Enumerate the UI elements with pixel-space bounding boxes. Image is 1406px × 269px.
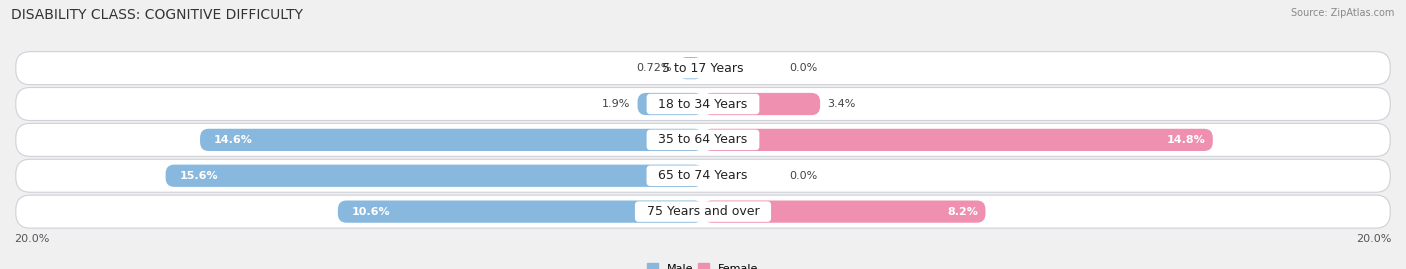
FancyBboxPatch shape bbox=[15, 123, 1391, 156]
Text: 5 to 17 Years: 5 to 17 Years bbox=[654, 62, 752, 75]
Text: 14.8%: 14.8% bbox=[1167, 135, 1206, 145]
Text: 65 to 74 Years: 65 to 74 Years bbox=[651, 169, 755, 182]
FancyBboxPatch shape bbox=[15, 52, 1391, 85]
Text: 35 to 64 Years: 35 to 64 Years bbox=[651, 133, 755, 146]
Text: DISABILITY CLASS: COGNITIVE DIFFICULTY: DISABILITY CLASS: COGNITIVE DIFFICULTY bbox=[11, 8, 304, 22]
FancyBboxPatch shape bbox=[166, 165, 703, 187]
Text: 15.6%: 15.6% bbox=[180, 171, 218, 181]
Text: 0.0%: 0.0% bbox=[789, 171, 817, 181]
Text: 1.9%: 1.9% bbox=[602, 99, 631, 109]
Text: 20.0%: 20.0% bbox=[1357, 234, 1392, 244]
Text: 14.6%: 14.6% bbox=[214, 135, 253, 145]
FancyBboxPatch shape bbox=[637, 93, 703, 115]
Text: Source: ZipAtlas.com: Source: ZipAtlas.com bbox=[1291, 8, 1395, 18]
Text: 18 to 34 Years: 18 to 34 Years bbox=[651, 98, 755, 111]
Text: 20.0%: 20.0% bbox=[14, 234, 49, 244]
Text: 75 Years and over: 75 Years and over bbox=[638, 205, 768, 218]
Text: 10.6%: 10.6% bbox=[352, 207, 391, 217]
Text: 0.0%: 0.0% bbox=[789, 63, 817, 73]
FancyBboxPatch shape bbox=[337, 200, 703, 223]
FancyBboxPatch shape bbox=[703, 200, 986, 223]
Text: 0.72%: 0.72% bbox=[636, 63, 671, 73]
FancyBboxPatch shape bbox=[703, 129, 1213, 151]
Text: 8.2%: 8.2% bbox=[948, 207, 979, 217]
FancyBboxPatch shape bbox=[678, 57, 703, 79]
FancyBboxPatch shape bbox=[703, 93, 820, 115]
FancyBboxPatch shape bbox=[15, 159, 1391, 192]
Text: 3.4%: 3.4% bbox=[827, 99, 855, 109]
Legend: Male, Female: Male, Female bbox=[647, 263, 759, 269]
FancyBboxPatch shape bbox=[15, 195, 1391, 228]
FancyBboxPatch shape bbox=[200, 129, 703, 151]
FancyBboxPatch shape bbox=[15, 87, 1391, 121]
